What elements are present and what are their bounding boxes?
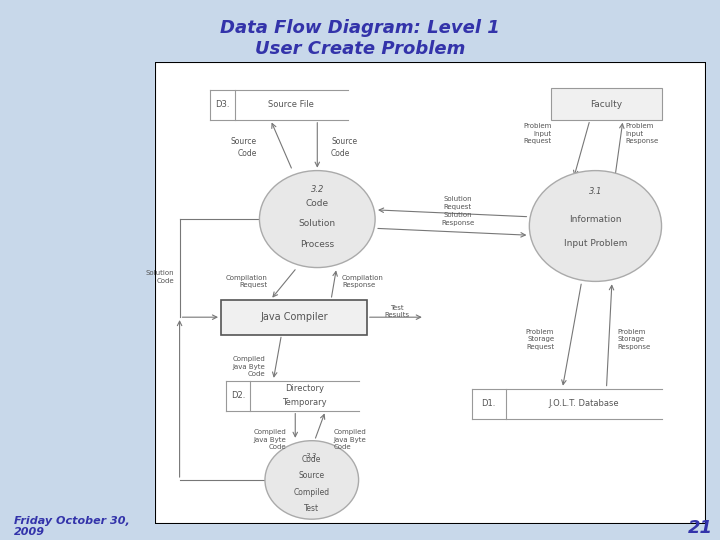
Text: Code: Code [306,199,329,208]
Text: Data Flow Diagram: Level 1: Data Flow Diagram: Level 1 [220,19,500,37]
Text: Solution
Response: Solution Response [441,212,474,226]
Text: Faculty: Faculty [590,99,623,109]
Text: Solution: Solution [299,219,336,228]
Text: Input Problem: Input Problem [564,239,627,248]
Text: 3.3: 3.3 [306,453,318,458]
Text: Problem
Storage
Response: Problem Storage Response [618,329,651,349]
Text: Compilation
Request: Compilation Request [226,275,268,288]
Bar [221,300,367,334]
Text: Java Compiler: Java Compiler [260,312,328,322]
Text: 3.1: 3.1 [589,187,602,196]
Text: Directory: Directory [285,384,324,394]
Bar [552,89,662,120]
Text: 21: 21 [688,519,713,537]
Text: Problem
Storage
Request: Problem Storage Request [526,329,554,349]
Bar [472,388,662,418]
Text: Friday October 30,
2009: Friday October 30, 2009 [14,516,130,537]
Text: Code: Code [302,455,321,464]
Text: Process: Process [300,240,334,249]
Text: Compiled: Compiled [294,488,330,497]
Text: Source: Source [299,471,325,480]
Circle shape [529,171,662,281]
Text: J.O.L.T. Database: J.O.L.T. Database [549,399,619,408]
Text: Solution
Request: Solution Request [444,196,472,210]
Text: Test: Test [305,504,320,513]
Text: Compiled
Java Byte
Code: Compiled Java Byte Code [253,429,286,450]
Text: User Create Problem: User Create Problem [255,40,465,58]
Bar [210,90,348,120]
Text: Source
Code: Source Code [331,138,357,158]
Text: Compiled
Java Byte
Code: Compiled Java Byte Code [334,429,366,450]
Text: Compiled
Java Byte
Code: Compiled Java Byte Code [233,356,265,377]
Text: D1.: D1. [482,399,496,408]
Text: Problem
Input
Request: Problem Input Request [523,123,552,144]
Text: D2.: D2. [231,391,246,400]
Circle shape [259,171,375,267]
Text: Temporary: Temporary [282,398,327,407]
Circle shape [265,441,359,519]
Text: 3.2: 3.2 [310,185,324,193]
Text: Problem
Input
Response: Problem Input Response [626,123,659,144]
Text: Source
Code: Source Code [230,138,257,158]
Text: D3.: D3. [215,100,230,109]
Text: Solution
Code: Solution Code [145,270,174,284]
Text: Compilation
Response: Compilation Response [342,275,384,288]
Text: Test
Results: Test Results [384,305,410,318]
Text: Source File: Source File [268,100,314,109]
Text: Information: Information [570,215,621,225]
Bar [226,381,359,411]
